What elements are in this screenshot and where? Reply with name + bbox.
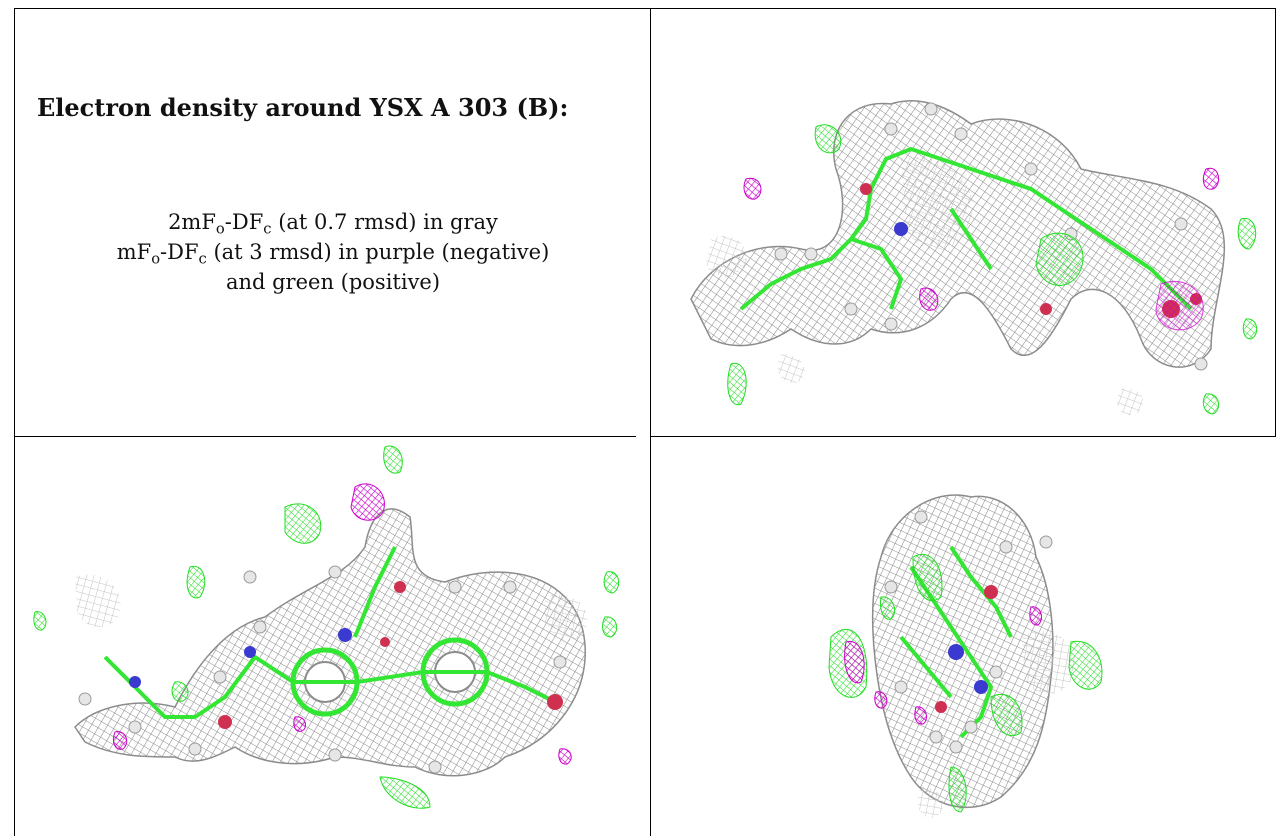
- density-view-3-icon: [651, 437, 1275, 836]
- legend-line-fo: mFo-DFc (at 3 rmsd) in purple (negative): [15, 237, 650, 267]
- figure-title: Electron density around YSX A 303 (B):: [37, 93, 568, 122]
- density-view-2-icon: [15, 437, 650, 836]
- density-panel-bottom-right: [651, 437, 1275, 836]
- figure-table: Electron density around YSX A 303 (B): 2…: [14, 8, 1276, 836]
- caption-cell: Electron density around YSX A 303 (B): 2…: [15, 9, 650, 436]
- density-panel-top-right: [651, 9, 1275, 436]
- map-legend: 2mFo-DFc (at 0.7 rmsd) in gray mFo-DFc (…: [15, 207, 650, 297]
- table-border-right: [1275, 8, 1276, 436]
- density-view-1-icon: [651, 9, 1275, 436]
- density-panel-bottom-left: [15, 437, 650, 836]
- legend-line-2fo: 2mFo-DFc (at 0.7 rmsd) in gray: [15, 207, 650, 237]
- legend-line-positive: and green (positive): [15, 267, 650, 297]
